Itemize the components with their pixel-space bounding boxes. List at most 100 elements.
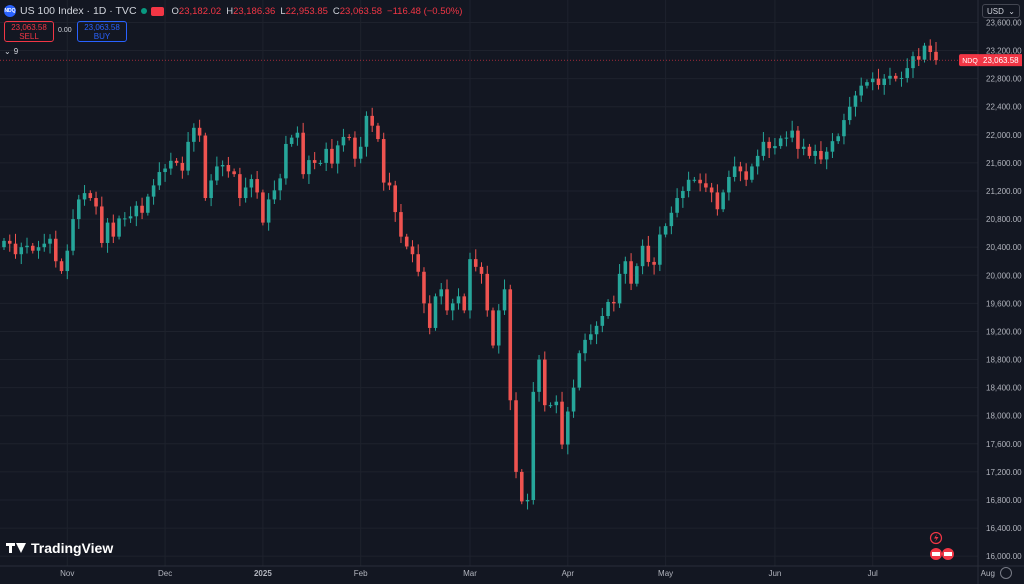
candle-body	[7, 240, 12, 244]
open-value: 23,182.02	[178, 5, 222, 17]
candle-body	[53, 238, 58, 262]
candle-body	[266, 199, 271, 223]
candle-body	[686, 179, 691, 192]
candle-body	[347, 136, 351, 138]
candle-body	[675, 198, 679, 213]
candle-body	[318, 162, 323, 164]
candle-body	[865, 82, 869, 86]
candle-body	[916, 56, 921, 60]
candle-body	[635, 266, 639, 284]
last-price-tag	[980, 54, 1022, 67]
candle-body	[146, 196, 150, 213]
lightning-icon[interactable]	[929, 532, 943, 545]
candle-body	[709, 187, 714, 193]
buy-button[interactable]: 23,063.58 BUY	[77, 21, 127, 42]
candle-body	[42, 243, 47, 248]
symbol-title[interactable]: US 100 Index · 1D · TVC	[20, 5, 137, 17]
candle-body	[422, 271, 426, 304]
candle-body	[450, 303, 455, 311]
candle-body	[560, 401, 564, 445]
candle-body	[727, 176, 731, 193]
candle-body	[473, 259, 478, 267]
candle-body	[681, 191, 685, 199]
candle-body	[577, 353, 582, 388]
x-tick-label: Feb	[354, 569, 368, 578]
candle-body	[433, 296, 438, 328]
y-tick-label: 20,000.00	[986, 271, 1022, 280]
y-tick-label: 20,400.00	[986, 243, 1022, 252]
y-tick-label: 16,000.00	[986, 552, 1022, 561]
sell-label: SELL	[19, 31, 39, 41]
candle-body	[255, 179, 259, 193]
candle-body	[399, 212, 403, 237]
tradingview-logo[interactable]: TradingView	[6, 540, 113, 556]
candle-body	[485, 273, 490, 311]
candle-body	[65, 250, 70, 272]
candle-body	[197, 127, 202, 136]
y-tick-label: 18,000.00	[986, 412, 1022, 421]
candle-body	[819, 150, 823, 160]
y-tick-label: 21,600.00	[986, 159, 1022, 168]
flag-icon[interactable]	[150, 6, 164, 16]
candle-body	[732, 166, 737, 177]
candle-body	[186, 141, 190, 171]
candle-body	[105, 222, 110, 243]
candle-body	[140, 205, 144, 213]
candle-body	[784, 137, 789, 139]
candle-body	[589, 334, 593, 340]
candle-body	[669, 212, 674, 227]
candle-body	[606, 301, 610, 317]
sell-price: 23,063.58	[11, 22, 47, 32]
flag-stripe	[932, 552, 940, 556]
x-tick-label: May	[658, 569, 673, 578]
candle-body	[830, 141, 835, 152]
candle-body	[692, 179, 697, 181]
candle-body	[427, 303, 432, 328]
candle-body	[750, 166, 754, 180]
candle-body	[617, 273, 622, 304]
candle-body	[525, 499, 530, 502]
candle-body	[853, 95, 858, 107]
settings-icon[interactable]	[1000, 567, 1012, 579]
candle-body	[911, 56, 915, 69]
candle-body	[571, 387, 576, 412]
indicators-toggle[interactable]: ⌄ 9	[4, 47, 18, 56]
x-tick-label: Aug	[981, 569, 995, 578]
candlestick-series	[2, 39, 938, 510]
candle-body	[836, 136, 840, 142]
candle-body	[790, 130, 794, 138]
candle-body	[48, 238, 52, 244]
y-tick-label: 17,600.00	[986, 440, 1022, 449]
currency-selector[interactable]: USD ⌄	[982, 4, 1020, 18]
candle-body	[215, 166, 219, 181]
y-tick-label: 23,600.00	[986, 18, 1022, 27]
candle-body	[934, 51, 938, 61]
candle-body	[583, 339, 587, 354]
candle-body	[663, 226, 668, 235]
candle-body	[312, 160, 317, 163]
candle-body	[174, 160, 179, 163]
candle-body	[859, 85, 863, 96]
symbol-logo[interactable]: NDQ	[4, 5, 16, 17]
candle-body	[410, 246, 415, 255]
sell-button[interactable]: 23,063.58 SELL	[4, 21, 54, 42]
candle-body	[888, 75, 892, 79]
candle-body	[519, 471, 524, 502]
x-tick-label: Nov	[60, 569, 74, 578]
candle-body	[30, 245, 35, 251]
candle-body	[744, 171, 748, 180]
candle-body	[922, 45, 927, 60]
ohlc-values: O23,182.02 H23,186.36 L22,953.85 C23,063…	[172, 6, 463, 17]
candle-body	[100, 206, 104, 243]
event-badges[interactable]	[927, 532, 959, 562]
x-tick-label: 2025	[254, 569, 272, 578]
candle-body	[594, 325, 599, 335]
candle-body	[88, 193, 93, 199]
candle-body	[652, 261, 656, 265]
candle-body	[468, 259, 472, 311]
price-axis-panel	[978, 0, 1024, 584]
buy-price: 23,063.58	[84, 22, 120, 32]
candle-body	[773, 146, 777, 149]
candle-body	[508, 289, 513, 401]
